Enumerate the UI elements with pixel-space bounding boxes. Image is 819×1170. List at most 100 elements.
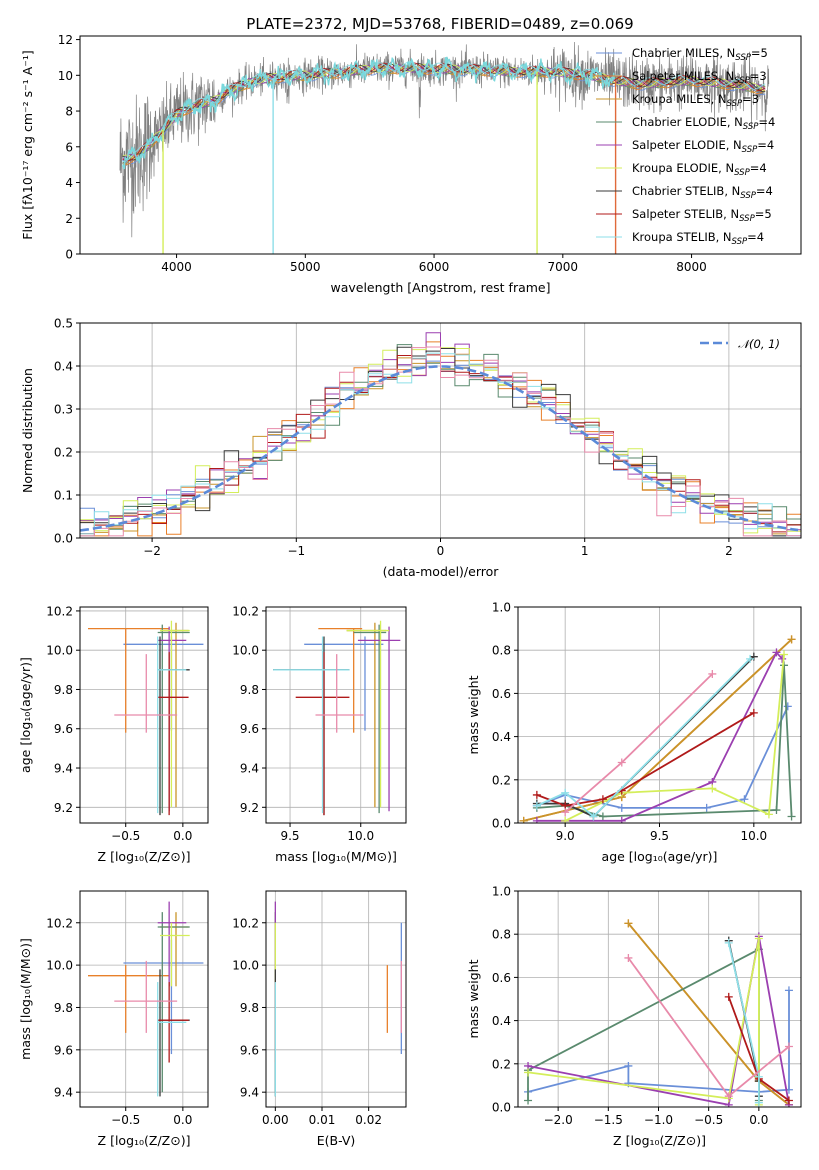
y-tick-label: 10.0 [46,959,73,973]
y-tick-label: 9.4 [240,1086,259,1100]
weight-series-marker [598,812,607,821]
y-tick-label: 0.5 [54,317,73,331]
plot-area-weight-vs-Z [524,919,793,1107]
x-tick-label: −0.5 [694,1113,723,1127]
weight-series-marker [724,938,733,947]
weight-series-marker [617,803,626,812]
weight-series-line [536,658,751,818]
y-tick-label: 0.2 [492,773,511,787]
plot-area-mass-vs-EBV [274,901,402,1097]
y-tick-label: 1.0 [492,885,511,899]
weight-series-line [536,665,793,818]
weight-series-marker [724,992,733,1001]
model-spectrum [122,62,766,162]
x-axis-label: Z [log₁₀(Z/Z⊙)] [98,849,191,864]
y-axis-label: age [log₁₀(age/yr)] [18,657,33,773]
legend-suffix: =5 [755,207,772,221]
x-tick-label: 0.0 [749,1113,768,1127]
plot-area-spectrum [119,41,770,254]
x-tick-label: 0.01 [309,1113,336,1127]
y-tick-label: 0.0 [54,532,73,546]
weight-series-marker [784,1096,793,1105]
y-tick-label: 9.2 [54,801,73,815]
x-tick-label: 4000 [161,260,192,274]
axes-weight-vs-Z: −2.0 −1.5 −1.0 −0.5 0.0 0.0 0.2 0.4 0.6 0.8 1.0 Z [… [466,885,802,1148]
legend-subscript: SSP [743,122,759,132]
weight-series-marker [749,708,758,717]
x-axis-label: Z [log₁₀(Z/Z⊙)] [613,1133,706,1148]
weight-series-marker [524,1096,533,1105]
y-tick-label: 0.0 [492,817,511,831]
legend-label: Chabrier STELIB, NSSP=4 [632,184,773,201]
weight-series-marker [708,784,717,793]
y-tick-label: 0.2 [54,446,73,460]
x-tick-label: −2 [143,544,161,558]
weight-series-marker [740,795,749,804]
x-tick-label: 0 [437,544,445,558]
y-axis-label: mass weight [466,675,481,754]
axes-residuals: −2 −1 0 1 2 0.0 0.1 0.2 0.3 0.4 0.5 (data-model)/er… [20,317,802,579]
x-axis-label: (data-model)/error [383,564,500,579]
y-tick-label: 2 [65,212,73,226]
weight-series-marker [754,1072,763,1081]
weight-series-marker [754,1098,763,1107]
weight-series-line [527,947,760,1101]
y-tick-label: 0.4 [492,1014,511,1028]
legend-suffix: =4 [756,184,773,198]
x-tick-label: 10.0 [740,829,767,843]
weight-series-marker [532,816,541,823]
weight-series-marker [589,812,598,821]
weight-series-marker [783,702,792,711]
y-tick-label: 0.8 [492,644,511,658]
x-tick-label: −2.0 [544,1113,573,1127]
x-tick-label: −1.0 [644,1113,673,1127]
legend-label: Chabrier MILES, NSSP=5 [632,46,768,63]
legend-label: Salpeter ELODIE, NSSP=4 [632,138,774,155]
y-tick-label: 9.4 [54,1086,73,1100]
x-axis-label: Z [log₁₀(Z/Z⊙)] [98,1133,191,1148]
plot-area-age-vs-mass [273,620,401,816]
y-tick-label: 0.3 [54,403,73,417]
x-tick-label: 0.00 [262,1113,289,1127]
plot-area-age-vs-Z [88,620,204,816]
legend-label: Kroupa ELODIE, NSSP=4 [632,161,767,178]
axes-weight-vs-age: 9.0 9.5 10.0 0.0 0.2 0.4 0.6 0.8 1.0 age [log₁₀(a… [466,601,802,864]
y-tick-label: 0.8 [492,928,511,942]
x-tick-label: 0.0 [173,829,192,843]
weight-series-marker [598,795,607,804]
weight-series-marker [784,1042,793,1051]
y-tick-label: 9.6 [240,722,259,736]
x-axis-label: mass [log₁₀(M/M⊙)] [275,849,397,864]
x-tick-label: 6000 [419,260,450,274]
legend-suffix: =4 [747,230,764,244]
legend-subscript: SSP [735,53,751,63]
legend-suffix: =4 [758,115,775,129]
y-tick-label: 10.0 [232,644,259,658]
axes-mass-vs-Z: −0.5 0.0 9.4 9.6 9.8 10.0 10.2 Z [log₁₀(Z/Z⊙)] m… [18,890,209,1148]
x-tick-label: −0.5 [111,1113,140,1127]
weight-series-marker [624,1061,633,1070]
y-tick-label: 9.8 [54,683,73,697]
weight-series-marker [780,650,789,659]
weight-series-marker [519,816,528,823]
legend-subscript: SSP [739,214,755,224]
y-tick-label: 0.0 [492,1101,511,1115]
weight-series-marker [746,654,755,663]
legend-suffix: =3 [742,92,759,106]
x-tick-label: 7000 [548,260,579,274]
legend-suffix: =5 [751,46,768,60]
y-tick-label: 9.8 [54,1001,73,1015]
y-axis-label: Flux [fλ10⁻¹⁷ erg cm⁻² s⁻¹ A⁻¹] [20,50,35,239]
axes-frame [79,606,209,824]
y-tick-label: 9.4 [54,762,73,776]
y-tick-label: 6 [65,140,73,154]
figure-title: PLATE=2372, MJD=53768, FIBERID=0489, z=0… [246,15,633,33]
weight-series-marker [532,801,541,810]
axes-age-vs-Z: −0.5 0.0 9.2 9.4 9.6 9.8 10.0 10.2 Z [log₁₀(Z/Z⊙… [18,604,209,864]
y-tick-label: 0.2 [492,1057,511,1071]
y-tick-label: 10 [58,69,73,83]
x-tick-label: 0.02 [355,1113,382,1127]
y-tick-label: 9.6 [54,1043,73,1057]
x-tick-label: 8000 [676,260,707,274]
